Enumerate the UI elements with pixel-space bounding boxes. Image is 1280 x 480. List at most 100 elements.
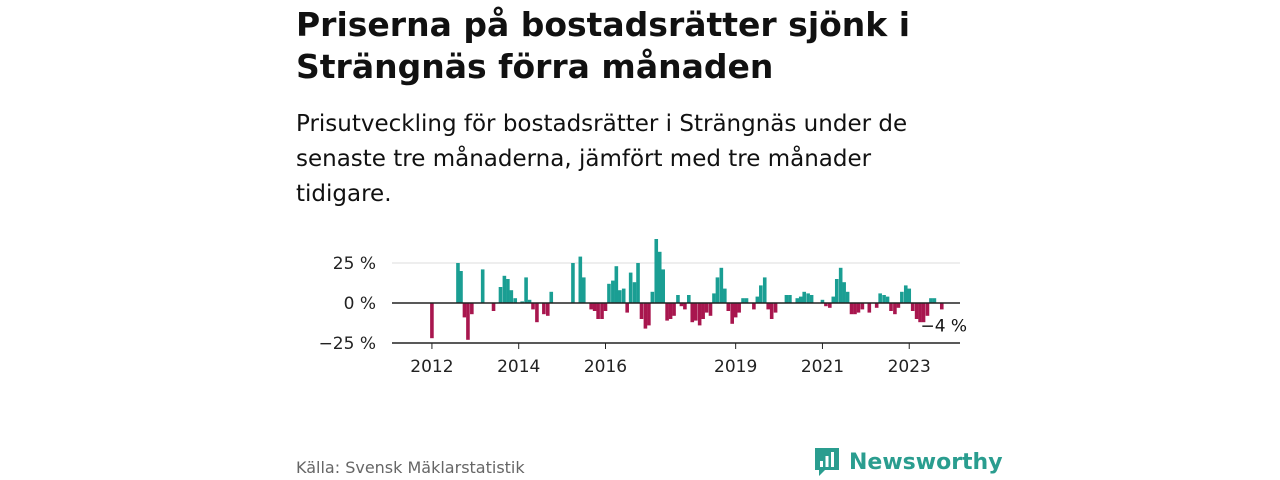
bar [657,251,662,303]
bar [654,239,659,303]
bar [665,303,669,321]
bar [668,303,673,319]
bar-chart-icon [815,448,839,476]
y-tick-label: −25 % [319,334,376,354]
bar [809,295,814,303]
bar [690,303,695,323]
bar [730,303,734,324]
bar [838,267,843,303]
bar [737,303,741,313]
bar [462,303,467,318]
bar [697,303,702,326]
bar [856,303,861,313]
bar [545,303,550,316]
bar [621,288,626,303]
bar [459,271,463,303]
bar [842,282,846,303]
bar [889,303,893,311]
bar [672,303,676,316]
bar [896,303,901,308]
y-tick-label: 25 % [333,254,376,274]
bar [914,303,919,319]
bar [701,303,705,319]
bar [676,295,680,303]
bar [589,303,593,310]
brand-name: Newsworthy [849,449,1003,475]
bar [480,269,485,303]
bar [506,279,510,303]
bar [687,295,691,303]
bar [878,293,882,303]
bar [932,298,937,303]
bar [650,291,655,303]
bar [628,272,633,303]
bar [502,275,507,303]
last-value-label: −4 % [920,316,967,336]
bar [679,303,684,307]
bar [828,303,832,308]
bar [921,303,926,323]
bar [639,303,644,319]
bar [845,291,850,303]
bar [531,303,535,310]
bar [910,303,915,311]
bar [903,285,908,303]
bar [744,298,749,303]
bar [542,303,546,315]
bar [603,303,608,311]
bar [715,277,720,303]
x-tick-label: 2023 [888,357,931,377]
bar [726,303,731,311]
bar [513,298,518,303]
bar [762,277,767,303]
bar [712,293,716,303]
bar [527,299,532,303]
bar [581,277,586,303]
bar [918,303,922,323]
bar [802,291,807,303]
x-tick-label: 2012 [410,357,453,377]
brand-logo[interactable]: Newsworthy [813,446,1003,478]
bar [600,303,604,319]
bar [882,295,886,303]
bar [831,296,836,303]
bar [860,303,865,310]
bar [795,298,800,303]
bar [636,263,640,303]
bar [491,303,496,311]
bar [625,303,629,313]
bar [596,303,600,319]
bar [430,303,434,339]
bar [798,296,803,303]
bar [466,303,470,340]
bar [618,290,622,303]
bar [456,263,460,303]
bar [683,303,687,310]
bar [719,267,724,303]
bar [766,303,771,310]
bar [867,303,872,313]
bar [929,298,933,303]
bar [708,303,713,316]
chart-title: Priserna på bostadsrätter sjönk i Sträng… [296,5,911,86]
bar [784,295,789,303]
bar [907,288,912,303]
bar [578,256,583,303]
bar [611,280,615,303]
bar [632,282,637,303]
x-tick-label: 2014 [497,357,540,377]
bar [824,303,828,307]
source-note: Källa: Svensk Mäklarstatistik [296,458,525,477]
bar [723,288,727,303]
bar [769,303,774,319]
x-tick-label: 2021 [801,357,844,377]
bar [755,296,760,303]
x-tick-label: 2019 [714,357,757,377]
y-tick-label: 0 % [344,294,376,314]
bar [893,303,897,315]
chart-subtitle: Prisutveckling för bostadsrätter i Strän… [296,111,908,207]
bar [535,303,539,323]
bar [571,263,575,303]
bar [693,303,698,321]
